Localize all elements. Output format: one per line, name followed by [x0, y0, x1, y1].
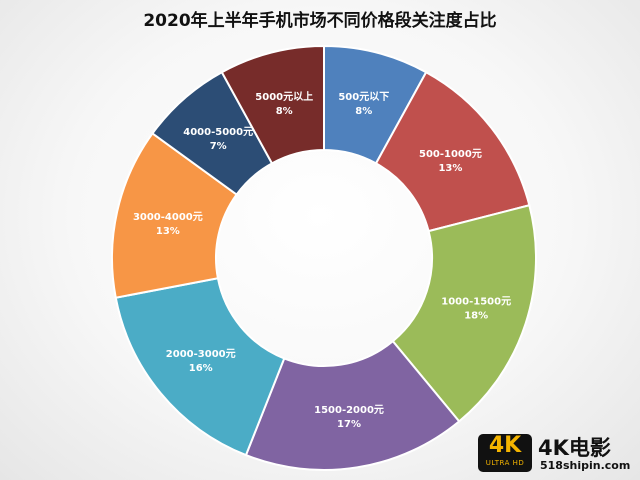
slice-category-0: 500元以下	[338, 91, 389, 103]
slice-category-7: 5000元以上	[255, 90, 313, 103]
slice-category-4: 2000-3000元	[166, 348, 236, 360]
slice-percent-0: 8%	[355, 106, 372, 117]
slice-label-6: 4000-5000元 7%	[183, 126, 253, 152]
slice-2	[391, 204, 537, 423]
slice-category-2: 1000-1500元	[441, 295, 511, 307]
chart-title: 2020年上半年手机市场不同价格段关注度占比	[143, 11, 497, 31]
slice-label-1: 500-1000元 13%	[419, 148, 482, 174]
slice-percent-6: 7%	[210, 141, 227, 152]
slice-percent-4: 16%	[189, 363, 213, 374]
slice-7	[220, 44, 325, 165]
slice-label-0: 500元以下 8%	[338, 91, 389, 117]
slice-percent-5: 13%	[156, 226, 180, 237]
badge-ultra-hd-text: ULTRA HD	[485, 459, 525, 467]
slice-label-4: 2000-3000元 16%	[166, 348, 236, 374]
watermark-logo: 4K ULTRA HD 4K电影 518shipin.com	[478, 430, 634, 476]
slice-label-7: 5000元以上 8%	[255, 90, 313, 117]
slice-3	[244, 339, 461, 471]
slice-percent-3: 17%	[337, 419, 361, 430]
slice-4	[114, 277, 286, 457]
slice-label-2: 1000-1500元 18%	[441, 295, 511, 321]
slices-layer	[111, 44, 537, 471]
slice-category-3: 1500-2000元	[314, 404, 384, 416]
slice-percent-1: 13%	[438, 163, 462, 174]
ultra-hd-badge: 4K ULTRA HD	[478, 434, 532, 472]
slice-category-1: 500-1000元	[419, 148, 482, 160]
slice-label-3: 1500-2000元 17%	[314, 404, 384, 430]
labels-layer: 500元以下 8% 500-1000元 13% 1000-1500元 18% 1500-20…	[133, 90, 511, 430]
slice-percent-2: 18%	[464, 310, 488, 321]
brand-name: 4K电影	[538, 436, 611, 460]
badge-4k-text: 4K	[488, 433, 522, 458]
slice-category-5: 3000-4000元	[133, 211, 203, 223]
slice-percent-7: 8%	[276, 106, 293, 117]
slice-label-5: 3000-4000元 13%	[133, 211, 203, 237]
site-url: 518shipin.com	[540, 459, 631, 472]
slice-category-6: 4000-5000元	[183, 126, 253, 138]
